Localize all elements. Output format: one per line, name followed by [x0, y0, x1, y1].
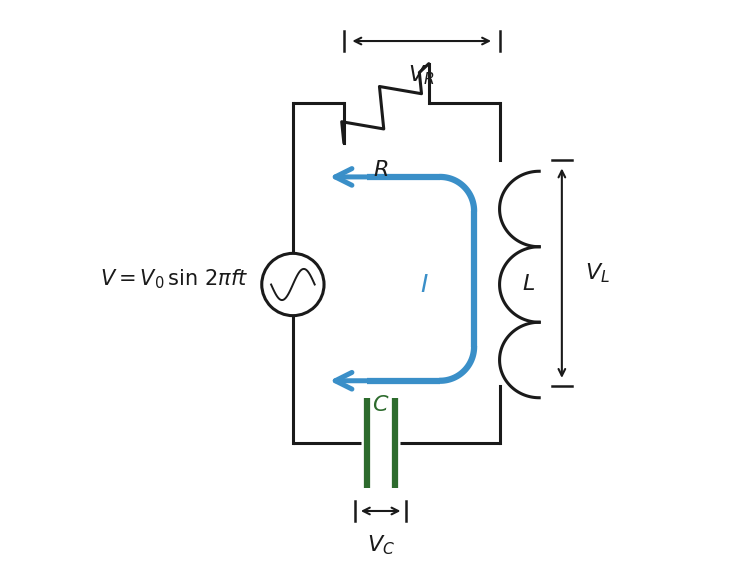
Text: $V_L$: $V_L$ [584, 261, 610, 285]
Text: $V = V_0\,\sin\,2\pi ft$: $V = V_0\,\sin\,2\pi ft$ [100, 267, 248, 291]
Text: $V_C$: $V_C$ [367, 534, 394, 557]
Text: $I$: $I$ [420, 273, 429, 296]
Text: $L$: $L$ [522, 274, 536, 295]
Text: $V_R$: $V_R$ [409, 64, 435, 87]
Text: $C$: $C$ [372, 395, 389, 415]
Text: $R$: $R$ [373, 160, 388, 180]
